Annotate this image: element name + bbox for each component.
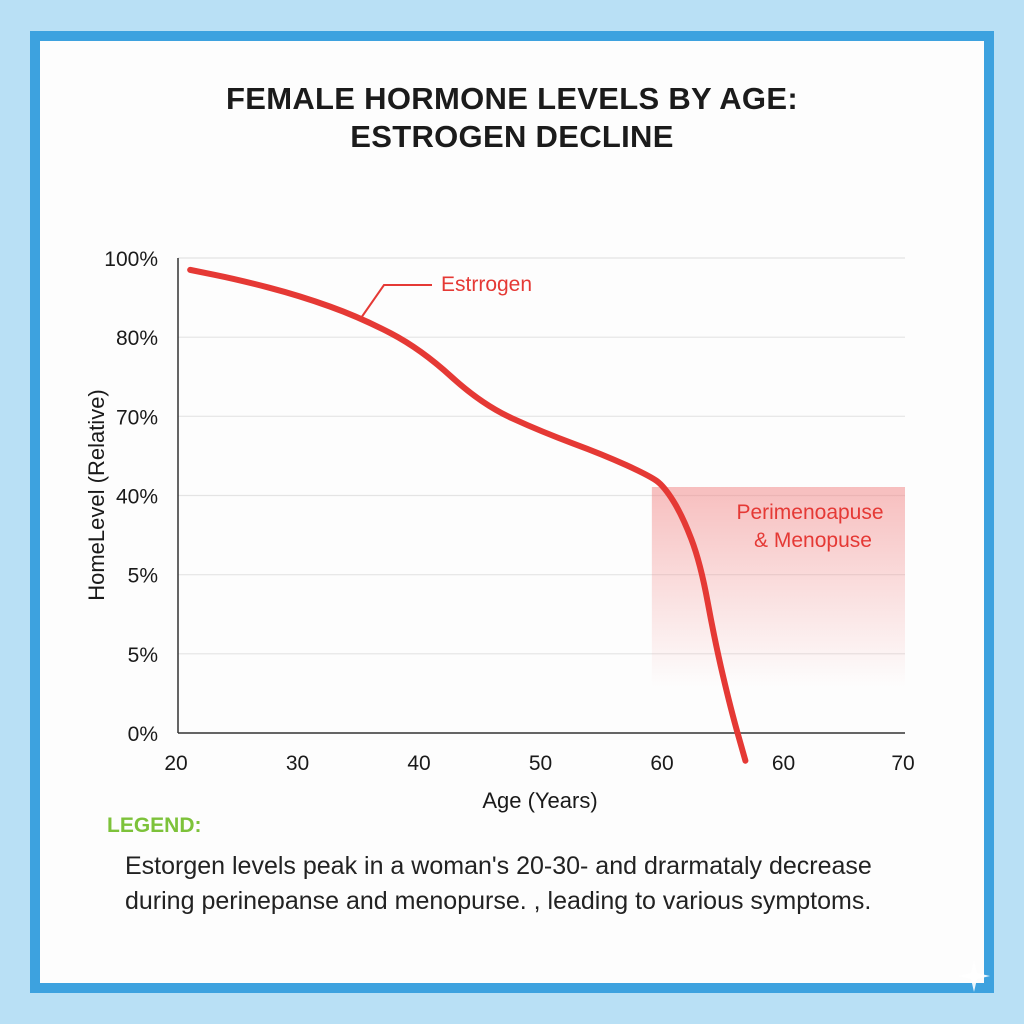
- x-tick-label: 60: [772, 752, 795, 775]
- y-tick-label: 100%: [104, 248, 158, 271]
- x-tick-label: 70: [891, 752, 914, 775]
- x-tick-label: 30: [286, 752, 309, 775]
- y-tick-label: 5%: [128, 644, 158, 667]
- y-axis-title: HomeLevel (Relative): [84, 389, 109, 601]
- chart-title-line-1: FEMALE HORMONE LEVELS BY AGE:: [226, 81, 798, 116]
- series-label-leader-line: [360, 284, 432, 319]
- legend-text-line-2: during perinepanse and menopurse. , lead…: [125, 887, 872, 915]
- legend-heading: LEGEND:: [107, 814, 202, 837]
- y-tick-labels: 0% 5% 5% 40% 70% 80% 100%: [104, 248, 158, 746]
- y-tick-label: 5%: [128, 565, 158, 588]
- sparkle-icon: [958, 960, 990, 992]
- region-label-line-1: Perimenoapuse: [736, 501, 883, 524]
- x-tick-label: 50: [529, 752, 552, 775]
- y-tick-label: 0%: [128, 723, 158, 746]
- legend-text: Estorgen levels peak in a woman's 20-30-…: [125, 849, 945, 919]
- menopause-shaded-region: [651, 487, 905, 687]
- series-label: Estrrogen: [441, 273, 532, 296]
- legend-text-line-1: Estorgen levels peak in a woman's 20-30-…: [125, 852, 872, 880]
- x-tick-label: 20: [164, 752, 187, 775]
- chart-title-line-2: ESTROGEN DECLINE: [350, 119, 674, 154]
- chart-title: FEMALE HORMONE LEVELS BY AGE: ESTROGEN D…: [0, 80, 1024, 156]
- x-tick-label: 40: [407, 752, 430, 775]
- y-tick-label: 40%: [116, 486, 158, 509]
- x-tick-label: 60: [650, 752, 673, 775]
- y-tick-label: 70%: [116, 406, 158, 429]
- x-tick-labels: 20 30 40 50 60 60 70: [164, 752, 914, 775]
- region-label-line-2: & Menopuse: [754, 529, 872, 552]
- x-axis-title: Age (Years): [482, 788, 597, 813]
- estrogen-series-line: [187, 266, 749, 764]
- axes: [177, 258, 905, 734]
- y-tick-label: 80%: [116, 327, 158, 350]
